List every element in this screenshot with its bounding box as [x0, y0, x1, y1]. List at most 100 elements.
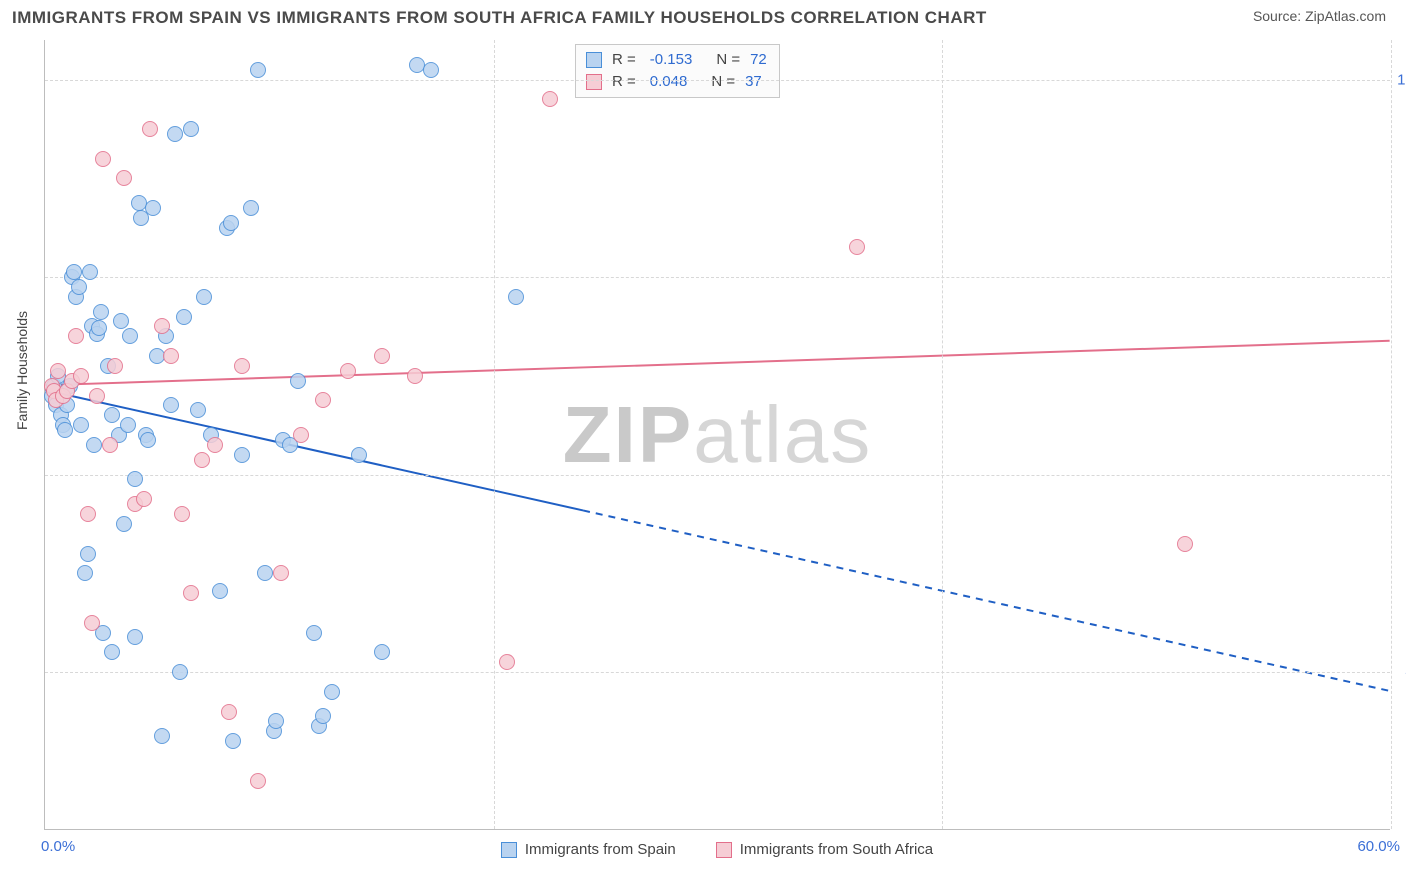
data-point: [306, 625, 322, 641]
data-point: [116, 516, 132, 532]
data-point: [243, 200, 259, 216]
legend-label: Immigrants from Spain: [525, 841, 676, 858]
scatter-plot: ZIPatlas R =-0.153N =72R =0.048N =37 0.0…: [44, 40, 1390, 830]
source-label: Source: ZipAtlas.com: [1253, 8, 1386, 24]
legend-swatch: [586, 52, 602, 68]
data-point: [140, 432, 156, 448]
legend-item: Immigrants from South Africa: [716, 841, 933, 858]
data-point: [315, 708, 331, 724]
legend-swatch: [586, 74, 602, 90]
grid-line-h: [45, 277, 1390, 278]
data-point: [145, 200, 161, 216]
data-point: [95, 151, 111, 167]
n-label: N =: [716, 49, 740, 71]
grid-line-h: [45, 80, 1390, 81]
bottom-legend: Immigrants from Spain Immigrants from Sou…: [44, 841, 1390, 858]
y-tick-label: 60.0%: [1394, 466, 1406, 483]
data-point: [268, 713, 284, 729]
data-point: [223, 215, 239, 231]
data-point: [250, 773, 266, 789]
y-tick-label: 80.0%: [1394, 269, 1406, 286]
data-point: [290, 373, 306, 389]
data-point: [73, 368, 89, 384]
data-point: [113, 313, 129, 329]
watermark-rest: atlas: [693, 390, 872, 479]
watermark: ZIPatlas: [563, 389, 872, 481]
grid-line-v: [942, 40, 943, 829]
data-point: [221, 704, 237, 720]
data-point: [351, 447, 367, 463]
data-point: [142, 121, 158, 137]
data-point: [120, 417, 136, 433]
data-point: [136, 491, 152, 507]
data-point: [167, 126, 183, 142]
data-point: [234, 447, 250, 463]
data-point: [57, 422, 73, 438]
data-point: [80, 506, 96, 522]
data-point: [102, 437, 118, 453]
data-point: [849, 239, 865, 255]
n-label: N =: [711, 71, 735, 93]
data-point: [225, 733, 241, 749]
stats-row: R =0.048N =37: [586, 71, 767, 93]
data-point: [77, 565, 93, 581]
data-point: [374, 348, 390, 364]
stats-row: R =-0.153N =72: [586, 49, 767, 71]
legend-swatch: [716, 842, 732, 858]
plot-wrap: ZIPatlas R =-0.153N =72R =0.048N =37 0.0…: [44, 40, 1390, 830]
data-point: [212, 583, 228, 599]
data-point: [73, 417, 89, 433]
data-point: [257, 565, 273, 581]
grid-line-v: [494, 40, 495, 829]
data-point: [93, 304, 109, 320]
n-value: 37: [745, 71, 762, 93]
data-point: [86, 437, 102, 453]
y-tick-label: 40.0%: [1394, 664, 1406, 681]
data-point: [89, 388, 105, 404]
r-label: R =: [612, 49, 636, 71]
data-point: [176, 309, 192, 325]
data-point: [66, 264, 82, 280]
data-point: [91, 320, 107, 336]
y-tick-label: 100.0%: [1394, 71, 1406, 88]
data-point: [374, 644, 390, 660]
data-point: [423, 62, 439, 78]
data-point: [104, 407, 120, 423]
data-point: [194, 452, 210, 468]
data-point: [127, 471, 143, 487]
data-point: [71, 279, 87, 295]
legend-item: Immigrants from Spain: [501, 841, 676, 858]
data-point: [163, 348, 179, 364]
data-point: [163, 397, 179, 413]
data-point: [250, 62, 266, 78]
grid-line-h: [45, 672, 1390, 673]
data-point: [104, 644, 120, 660]
data-point: [174, 506, 190, 522]
r-value: 0.048: [650, 71, 688, 93]
legend-swatch: [501, 842, 517, 858]
data-point: [68, 328, 84, 344]
data-point: [154, 728, 170, 744]
trend-lines: [45, 40, 1390, 829]
watermark-bold: ZIP: [563, 390, 693, 479]
data-point: [127, 629, 143, 645]
data-point: [183, 585, 199, 601]
data-point: [183, 121, 199, 137]
data-point: [80, 546, 96, 562]
data-point: [340, 363, 356, 379]
data-point: [107, 358, 123, 374]
chart-title: IMMIGRANTS FROM SPAIN VS IMMIGRANTS FROM…: [12, 8, 987, 28]
data-point: [407, 368, 423, 384]
data-point: [122, 328, 138, 344]
data-point: [84, 615, 100, 631]
data-point: [508, 289, 524, 305]
y-axis-label: Family Households: [14, 311, 30, 430]
data-point: [116, 170, 132, 186]
data-point: [196, 289, 212, 305]
data-point: [324, 684, 340, 700]
data-point: [82, 264, 98, 280]
data-point: [293, 427, 309, 443]
data-point: [273, 565, 289, 581]
data-point: [207, 437, 223, 453]
r-value: -0.153: [650, 49, 693, 71]
